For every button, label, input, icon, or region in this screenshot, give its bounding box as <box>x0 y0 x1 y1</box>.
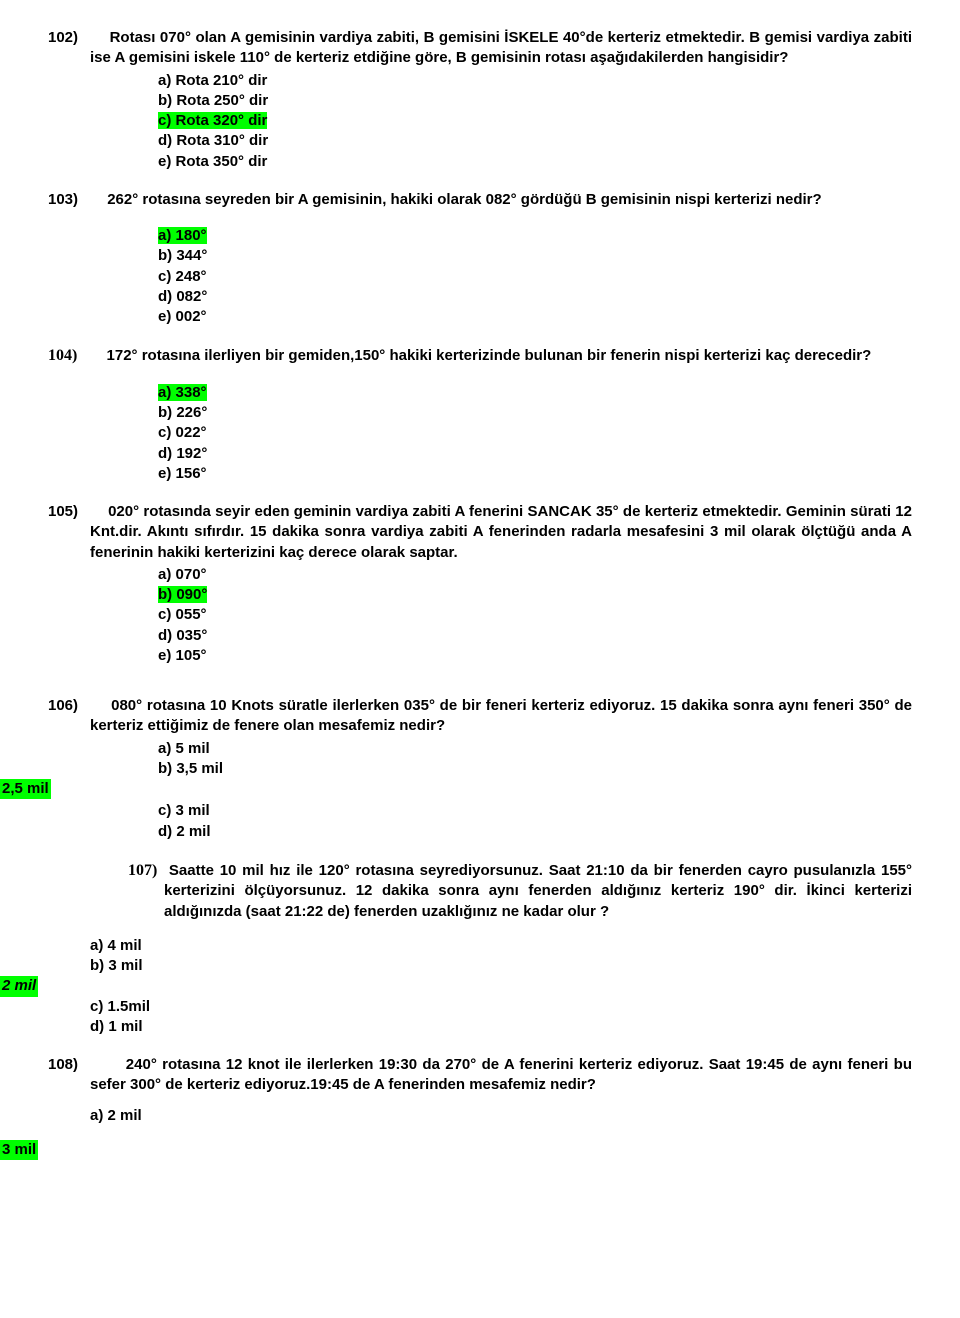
question-106-number: 106) <box>48 697 78 714</box>
option-108-a: a) 2 mil <box>90 1106 912 1126</box>
option-103-d: d) 082° <box>158 287 912 307</box>
question-105-options: a) 070° b) 090° c) 055° d) 035° e) 105° <box>48 565 912 666</box>
option-104-c: c) 022° <box>158 423 912 443</box>
answer-108-side: 3 mil <box>0 1140 38 1160</box>
question-103: 103) 262° rotasına seyreden bir A gemisi… <box>48 190 912 328</box>
question-102: 102) Rotası 070° olan A gemisinin vardiy… <box>48 28 912 172</box>
option-103-c: c) 248° <box>158 267 912 287</box>
question-107: 107) Saatte 10 mil hız ile 120° rotasına… <box>48 860 912 1037</box>
option-103-a: a) 180° <box>158 227 207 244</box>
question-106-options-cd: c) 3 mil d) 2 mil <box>48 801 912 842</box>
question-103-number: 103) <box>48 191 78 208</box>
question-106-body: 080° rotasına 10 Knots süratle ilerlerke… <box>90 697 912 734</box>
question-105-body: 020° rotasında seyir eden geminin vardiy… <box>90 503 912 561</box>
question-108: 108) 240° rotasına 12 knot ile ilerlerke… <box>48 1055 912 1160</box>
question-104-options: a) 338° b) 226° c) 022° d) 192° e) 156° <box>48 383 912 484</box>
option-103-e: e) 002° <box>158 307 912 327</box>
question-103-text: 103) 262° rotasına seyreden bir A gemisi… <box>48 190 912 210</box>
option-106-a: a) 5 mil <box>158 739 912 759</box>
question-108-body: 240° rotasına 12 knot ile ilerlerken 19:… <box>90 1056 912 1093</box>
question-103-body: 262° rotasına seyreden bir A gemisinin, … <box>107 191 821 208</box>
question-103-options: a) 180° b) 344° c) 248° d) 082° e) 002° <box>48 226 912 327</box>
option-102-c: c) Rota 320° dir <box>158 112 267 129</box>
question-106: 106) 080° rotasına 10 Knots süratle iler… <box>48 696 912 842</box>
question-105-text: 105) 020° rotasında seyir eden geminin v… <box>48 502 912 563</box>
question-107-options-cd: c) 1.5mil d) 1 mil <box>48 997 912 1038</box>
question-105: 105) 020° rotasında seyir eden geminin v… <box>48 502 912 666</box>
option-102-a: a) Rota 210° dir <box>158 71 912 91</box>
option-106-d: d) 2 mil <box>158 822 912 842</box>
question-108-text: 108) 240° rotasına 12 knot ile ilerlerke… <box>48 1055 912 1096</box>
question-102-body: Rotası 070° olan A gemisinin vardiya zab… <box>90 29 912 66</box>
option-107-c: c) 1.5mil <box>90 997 912 1017</box>
option-105-a: a) 070° <box>158 565 912 585</box>
question-102-number: 102) <box>48 29 78 46</box>
question-108-options: a) 2 mil <box>48 1106 912 1126</box>
question-108-number: 108) <box>48 1056 78 1073</box>
option-104-a: a) 338° <box>158 384 207 401</box>
question-104: 104) 172° rotasına ilerliyen bir gemiden… <box>48 345 912 484</box>
question-106-options-ab: a) 5 mil b) 3,5 mil <box>48 739 912 780</box>
option-102-b: b) Rota 250° dir <box>158 91 912 111</box>
question-104-body: 172° rotasına ilerliyen bir gemiden,150°… <box>107 347 872 364</box>
question-107-text: 107) Saatte 10 mil hız ile 120° rotasına… <box>48 860 912 922</box>
question-105-number: 105) <box>48 503 78 520</box>
option-104-d: d) 192° <box>158 444 912 464</box>
option-104-b: b) 226° <box>158 403 912 423</box>
option-102-d: d) Rota 310° dir <box>158 131 912 151</box>
question-107-options-ab: a) 4 mil b) 3 mil <box>48 936 912 977</box>
question-106-text: 106) 080° rotasına 10 Knots süratle iler… <box>48 696 912 737</box>
option-103-b: b) 344° <box>158 246 912 266</box>
answer-107-side: 2 mil <box>0 976 38 996</box>
question-107-body: Saatte 10 mil hız ile 120° rotasına seyr… <box>164 862 912 920</box>
option-107-b: b) 3 mil <box>90 956 912 976</box>
answer-106-side: 2,5 mil <box>0 779 51 799</box>
question-104-text: 104) 172° rotasına ilerliyen bir gemiden… <box>48 345 912 367</box>
option-102-e: e) Rota 350° dir <box>158 152 912 172</box>
option-105-e: e) 105° <box>158 646 912 666</box>
option-104-e: e) 156° <box>158 464 912 484</box>
question-104-number: 104) <box>48 347 77 364</box>
option-107-a: a) 4 mil <box>90 936 912 956</box>
option-105-b: b) 090° <box>158 586 207 603</box>
option-106-b: b) 3,5 mil <box>158 759 912 779</box>
option-107-d: d) 1 mil <box>90 1017 912 1037</box>
option-105-d: d) 035° <box>158 626 912 646</box>
question-107-number: 107) <box>128 862 157 879</box>
question-102-text: 102) Rotası 070° olan A gemisinin vardiy… <box>48 28 912 69</box>
question-102-options: a) Rota 210° dir b) Rota 250° dir c) Rot… <box>48 71 912 172</box>
option-106-c: c) 3 mil <box>158 801 912 821</box>
option-105-c: c) 055° <box>158 605 912 625</box>
